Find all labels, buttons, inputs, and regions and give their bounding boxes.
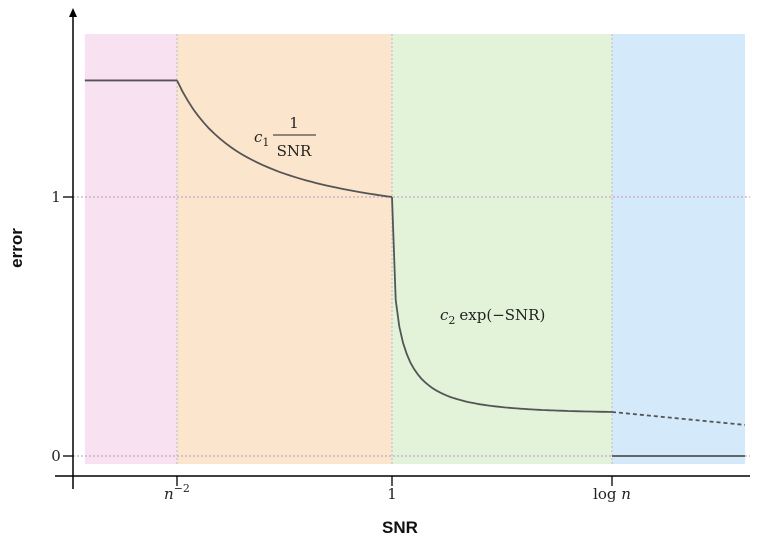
region-band-2: [177, 34, 392, 464]
curve-segment-3: [391, 196, 613, 413]
axes: [55, 8, 750, 489]
annotation-reciprocal: c1 1 SNR: [254, 114, 316, 160]
region-bands: [84, 34, 745, 464]
y-tick-label-1: 1: [51, 188, 61, 206]
annotation-coef: c1: [254, 128, 269, 149]
annotation-exp-text: c2 exp(−SNR): [440, 306, 545, 327]
annotation-denominator: SNR: [277, 142, 312, 160]
x-tick-label-3: log n: [593, 485, 631, 503]
error-curve: [84, 79, 746, 457]
x-axis-title: SNR: [382, 518, 418, 537]
region-band-4: [612, 34, 745, 464]
x-tick-label-1: n−2: [164, 482, 190, 503]
annotation-numerator: 1: [289, 114, 299, 132]
y-ticks: 01: [51, 188, 73, 465]
x-ticks: n−2 1 log n: [164, 476, 631, 503]
curve-segment-2: [176, 80, 393, 198]
y-axis-title: error: [7, 228, 26, 268]
curve-segment-4: [611, 411, 746, 426]
x-tick-label-2: 1: [387, 485, 397, 503]
region-band-3: [392, 34, 612, 464]
y-axis-arrowhead: [69, 8, 77, 17]
region-band-1: [84, 34, 177, 464]
y-tick-label-0: 0: [51, 447, 61, 465]
annotation-exp: c2 exp(−SNR): [440, 306, 545, 327]
